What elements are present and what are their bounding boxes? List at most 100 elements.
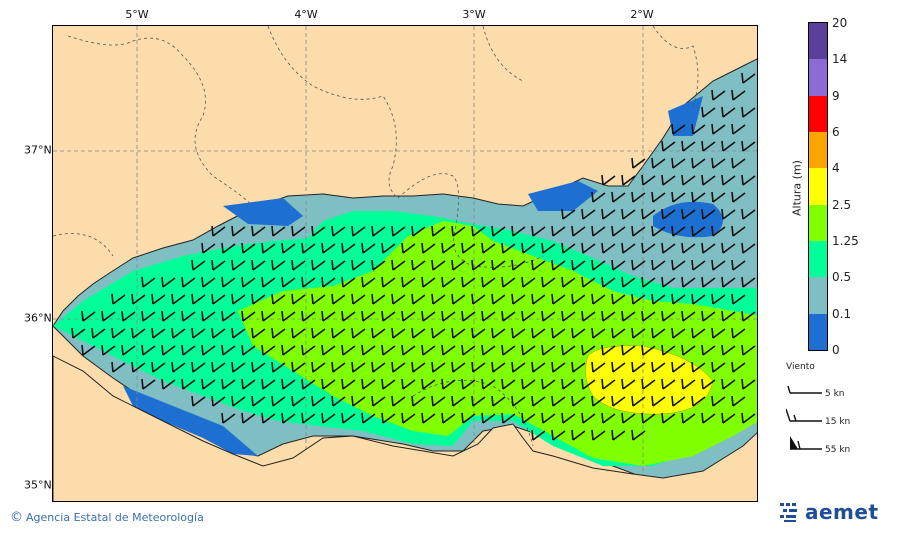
wind-barb [431,327,446,339]
wind-barb [541,344,556,356]
wind-barb [701,276,716,288]
aemet-logo-icon [780,503,797,522]
wind-barb [531,429,546,441]
wind-barb [111,361,126,373]
wind-barb [621,344,636,356]
wind-barb [411,293,426,305]
wind-barb [601,242,616,254]
wind-barb [201,344,216,356]
wind-barb [481,310,496,322]
wind-barb [621,174,636,186]
wind-barb [681,412,696,424]
colorbar-segment [809,204,827,242]
barb-55kn-icon [790,436,822,450]
wind-barb [471,293,486,305]
wind-barb [601,412,616,424]
wind-barb [301,378,316,390]
wind-barb [241,412,256,424]
wind-barb [601,344,616,356]
wind-barb [521,378,536,390]
wind-barb [421,378,436,390]
wind-barb [351,293,366,305]
wind-barb [401,276,416,288]
wind-barb [501,310,516,322]
wind-barb [401,344,416,356]
wind-barb [671,259,686,271]
wind-barb [531,259,546,271]
wind-barb [511,293,526,305]
wind-barb [611,259,626,271]
wind-barb [491,225,506,237]
wind-barb [741,106,756,118]
wind-barb [361,242,376,254]
wind-barb [391,395,406,407]
wind-barb [731,89,746,101]
wind-barb [241,242,256,254]
wind-barb [741,276,756,288]
wind-barb [351,327,366,339]
wind-barb [201,310,216,322]
wind-barb [491,361,506,373]
wind-barb [411,225,426,237]
wind-barb [91,327,106,339]
wind-barb [291,327,306,339]
wind-barb [701,242,716,254]
wind-barb [531,395,546,407]
wind-barb [681,378,696,390]
wind-barb [571,293,586,305]
wind-barb [451,259,466,271]
wind-barb [691,225,706,237]
wind-barb [281,310,296,322]
wind-barb [191,293,206,305]
wind-barb [551,259,566,271]
wind-barb [471,327,486,339]
wind-barb [101,310,116,322]
wind-barb [261,412,276,424]
longitude-label: 3°W [462,8,486,21]
wind-barb [661,140,676,152]
wind-barb [131,327,146,339]
wind-barb [301,310,316,322]
wind-barb [331,259,346,271]
wind-barb [351,225,366,237]
wind-barb [701,174,716,186]
wind-barb [581,412,596,424]
wind-barb [371,327,386,339]
wind-barb [731,293,746,305]
wind-barb [341,344,356,356]
wind-barb [521,344,536,356]
wind-barb [691,123,706,135]
wind-barb [201,242,216,254]
wind-barb [491,293,506,305]
wind-barb [621,208,636,220]
wind-barb [311,293,326,305]
wind-barb [471,259,486,271]
wind-barb [651,157,666,169]
wind-barb [741,242,756,254]
colorbar-title: Altura (m) [790,160,804,216]
wind-barb [441,344,456,356]
wind-barb [261,378,276,390]
wind-barb [211,395,226,407]
wind-barb [691,259,706,271]
wind-barb [261,310,276,322]
calm-zone [123,386,258,456]
wind-barb [731,123,746,135]
wind-barb [361,412,376,424]
wind-barb [671,293,686,305]
wind-barb [391,361,406,373]
wind-barb [561,242,576,254]
wind-barb [581,310,596,322]
wind-barb [121,344,136,356]
wind-barb [301,344,316,356]
wind-barb [311,327,326,339]
wind-barb [671,157,686,169]
wind-barb [171,327,186,339]
wind-barb [181,310,196,322]
wind-barb [641,344,656,356]
wind-barb [581,378,596,390]
wind-barb [441,276,456,288]
wind-barb [311,361,326,373]
wind-barb [541,310,556,322]
colorbar-tick-label: 0.1 [832,306,852,321]
